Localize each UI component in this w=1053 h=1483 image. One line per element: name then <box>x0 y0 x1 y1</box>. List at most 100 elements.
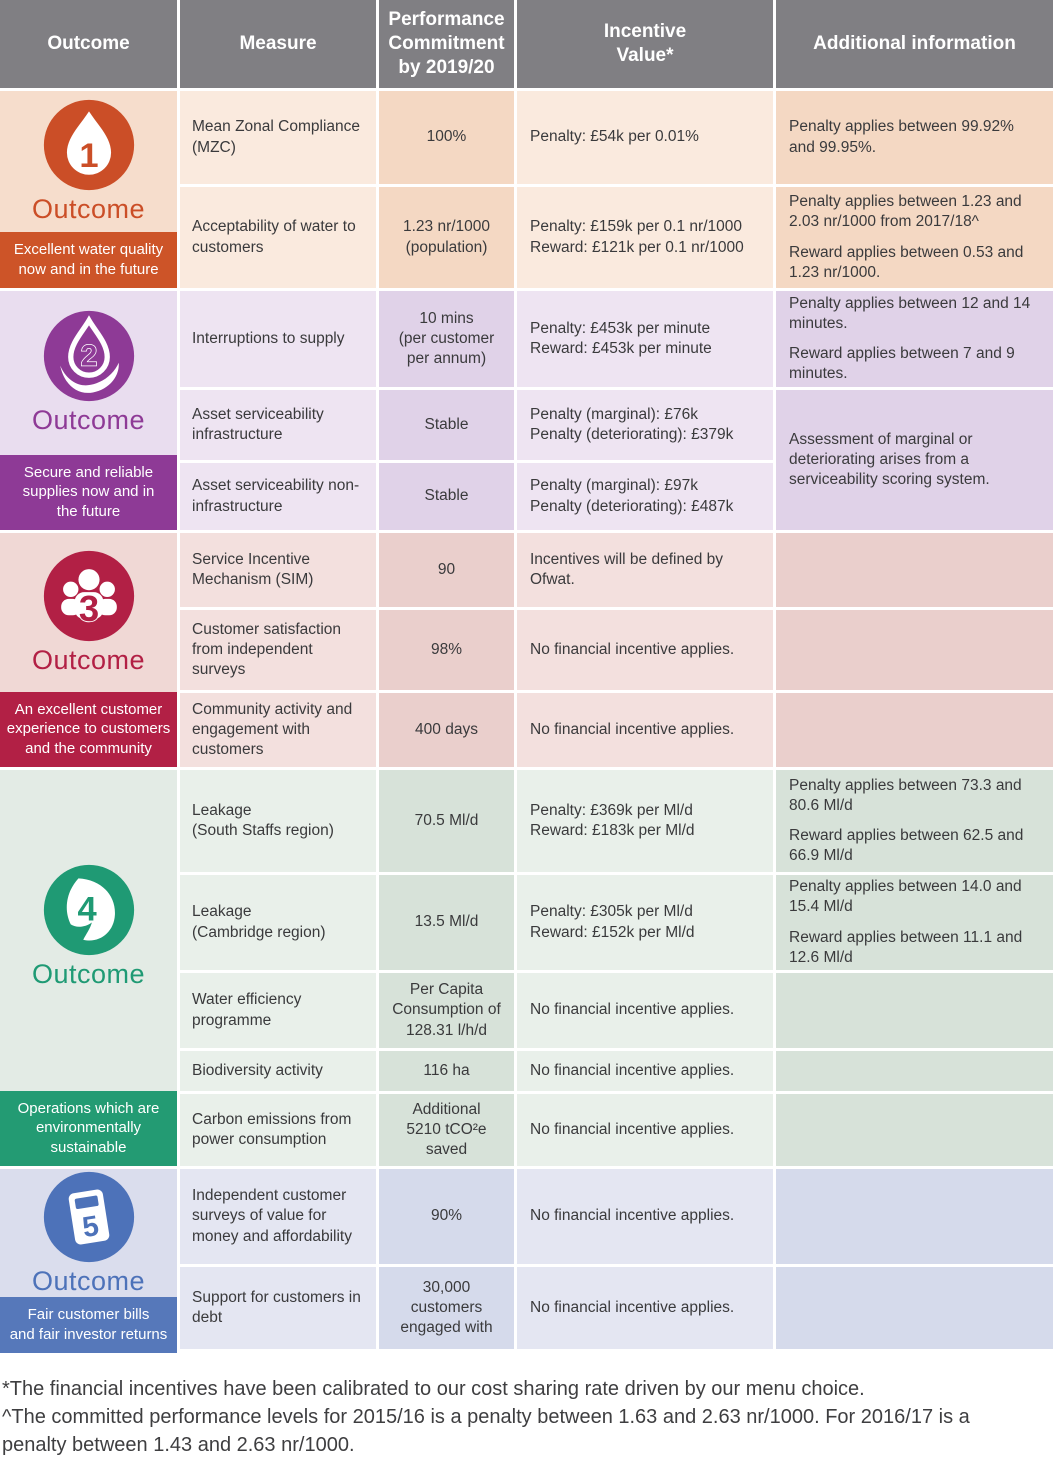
outcome-4-description: Operations which are environmentally sus… <box>0 1090 177 1166</box>
outcome-2-word: Outcome <box>31 404 146 435</box>
commitment-text: 90 <box>437 560 456 578</box>
incentive-text: Penalty: £54k per 0.01% <box>530 128 699 146</box>
commitment-cell: Additional 5210 tCO²e saved <box>379 1094 514 1166</box>
additional-text: Penalty applies between 12 and 14 minute… <box>789 294 1031 332</box>
additional-info-cell <box>776 1051 1053 1091</box>
measure-text: Acceptability of water to customers <box>192 218 356 256</box>
additional-info-cell <box>776 1169 1053 1264</box>
incentive-cell: Incentives will be defined by Ofwat. <box>517 533 773 607</box>
outcome-4-word: Outcome <box>31 958 146 989</box>
commitment-text: Additional 5210 tCO²e saved <box>406 1100 487 1159</box>
outcome-3-description: An excellent customer experience to cust… <box>0 691 177 767</box>
water-drop-icon: 1 <box>41 97 137 193</box>
measure-cell: Independent customer surveys of value fo… <box>180 1169 376 1264</box>
commitment-cell: 10 mins (per customer per annum) <box>379 291 514 387</box>
measure-cell: Leakage (Cambridge region) <box>180 875 376 970</box>
incentive-text: No financial incentive applies. <box>530 1001 735 1019</box>
measure-cell: Mean Zonal Compliance (MZC) <box>180 91 376 184</box>
additional-text: Penalty applies between 14.0 and 15.4 Ml… <box>789 878 1022 916</box>
commitment-cell: 98% <box>379 610 514 690</box>
commitment-text: Stable <box>424 487 469 505</box>
measure-text: Leakage (South Staffs region) <box>192 801 334 839</box>
outcome-2-cell: 2 Outcome Secure and reliable supplies n… <box>0 291 177 530</box>
incentive-text: Penalty (marginal): £97k Penalty (deteri… <box>530 477 734 515</box>
column-header-incentive-value: Incentive Value* <box>517 0 773 88</box>
incentive-cell: Penalty: £54k per 0.01% <box>517 91 773 184</box>
incentive-cell: Penalty (marginal): £97k Penalty (deteri… <box>517 463 773 530</box>
commitment-text: 90% <box>430 1207 463 1225</box>
additional-info-cell <box>776 533 1053 607</box>
measure-text: Interruptions to supply <box>192 329 345 347</box>
outcome-2-description: Secure and reliable supplies now and in … <box>0 454 177 530</box>
commitment-cell: 90% <box>379 1169 514 1264</box>
additional-text: Reward applies between 62.5 and 66.9 Ml/… <box>789 827 1024 865</box>
commitment-text: Per Capita Consumption of 128.31 l/h/d <box>392 981 501 1039</box>
measure-cell: Leakage (South Staffs region) <box>180 770 376 872</box>
additional-info-cell: Penalty applies between 73.3 and 80.6 Ml… <box>776 770 1053 872</box>
incentive-cell: No financial incentive applies. <box>517 693 773 767</box>
additional-text: Reward applies between 7 and 9 minutes. <box>789 345 1015 383</box>
column-header-measure: Measure <box>180 0 376 88</box>
outcome-1-word: Outcome <box>31 194 146 225</box>
calculator-icon: 5 <box>41 1169 137 1265</box>
commitment-cell: 13.5 Ml/d <box>379 875 514 970</box>
outcome-1-number: 1 <box>79 137 98 175</box>
measure-cell: Interruptions to supply <box>180 291 376 387</box>
commitment-cell: Per Capita Consumption of 128.31 l/h/d <box>379 973 514 1048</box>
incentive-cell: No financial incentive applies. <box>517 1169 773 1264</box>
additional-info-cell <box>776 1267 1053 1349</box>
measure-cell: Service Incentive Mechanism (SIM) <box>180 533 376 607</box>
measure-text: Mean Zonal Compliance (MZC) <box>192 118 361 156</box>
additional-info-cell <box>776 610 1053 690</box>
incentive-text: No financial incentive applies. <box>530 1298 735 1316</box>
incentive-cell: No financial incentive applies. <box>517 1094 773 1166</box>
incentive-cell: No financial incentive applies. <box>517 610 773 690</box>
outcome-1-cell: 1 Outcome Excellent water quality now an… <box>0 91 177 288</box>
additional-info-cell <box>776 693 1053 767</box>
footnote-committed-performance: ^The committed performance levels for 20… <box>2 1406 970 1456</box>
outcome-5-description: Fair customer bills and fair investor re… <box>0 1297 177 1353</box>
leaf-icon: 4 <box>41 862 137 958</box>
measure-cell: Support for customers in debt <box>180 1267 376 1349</box>
incentive-cell: No financial incentive applies. <box>517 973 773 1048</box>
incentive-text: No financial incentive applies. <box>530 1207 735 1225</box>
commitment-text: 30,000 customers engaged with <box>400 1278 493 1337</box>
outcome-5-cell: 5 Outcome Fair customer bills and fair i… <box>0 1169 177 1353</box>
outcome-3-cell: 3 Outcome An excellent customer experien… <box>0 533 177 767</box>
measure-cell: Carbon emissions from power consumption <box>180 1094 376 1166</box>
footnote-financial-incentives: *The financial incentives have been cali… <box>2 1378 865 1400</box>
commitment-text: Stable <box>424 415 469 433</box>
commitment-cell: 70.5 Ml/d <box>379 770 514 872</box>
measure-text: Biodiversity activity <box>192 1061 323 1079</box>
measure-text: Carbon emissions from power consumption <box>192 1110 352 1148</box>
commitment-cell: 30,000 customers engaged with <box>379 1267 514 1349</box>
additional-info-cell: Penalty applies between 1.23 and 2.03 nr… <box>776 187 1053 288</box>
incentive-cell: Penalty: £305k per Ml/d Reward: £152k pe… <box>517 875 773 970</box>
commitment-cell: 116 ha <box>379 1051 514 1091</box>
additional-text: Reward applies between 0.53 and 1.23 nr/… <box>789 243 1024 281</box>
incentive-text: Penalty (marginal): £76k Penalty (deteri… <box>530 405 734 443</box>
incentive-cell: No financial incentive applies. <box>517 1267 773 1349</box>
incentive-cell: Penalty: £453k per minute Reward: £453k … <box>517 291 773 387</box>
measure-cell: Biodiversity activity <box>180 1051 376 1091</box>
incentive-text: Penalty: £305k per Ml/d Reward: £152k pe… <box>530 903 695 941</box>
additional-text: Penalty applies between 73.3 and 80.6 Ml… <box>789 776 1022 814</box>
measure-cell: Customer satisfaction from independent s… <box>180 610 376 690</box>
measure-cell: Community activity and engagement with c… <box>180 693 376 767</box>
outcome-2-number: 2 <box>80 340 97 373</box>
incentive-cell: Penalty: £369k per Ml/d Reward: £183k pe… <box>517 770 773 872</box>
incentive-text: No financial incentive applies. <box>530 640 735 658</box>
commitment-text: 13.5 Ml/d <box>414 913 479 931</box>
incentive-text: No financial incentive applies. <box>530 1120 735 1138</box>
measure-cell: Asset serviceability infrastructure <box>180 390 376 460</box>
measure-text: Asset serviceability non-infrastructure <box>192 477 360 515</box>
measure-cell: Water efficiency programme <box>180 973 376 1048</box>
people-icon: 3 <box>41 548 137 644</box>
incentive-text: No financial incentive applies. <box>530 720 735 738</box>
additional-info-cell: Penalty applies between 99.92% and 99.95… <box>776 91 1053 184</box>
additional-info-cell-merged: Assessment of marginal or deteriorating … <box>776 390 1053 530</box>
outcome-4-cell: 4 Outcome Operations which are environme… <box>0 770 177 1166</box>
commitment-cell: 90 <box>379 533 514 607</box>
commitment-text: 100% <box>426 128 467 146</box>
additional-info-cell: Penalty applies between 14.0 and 15.4 Ml… <box>776 875 1053 970</box>
